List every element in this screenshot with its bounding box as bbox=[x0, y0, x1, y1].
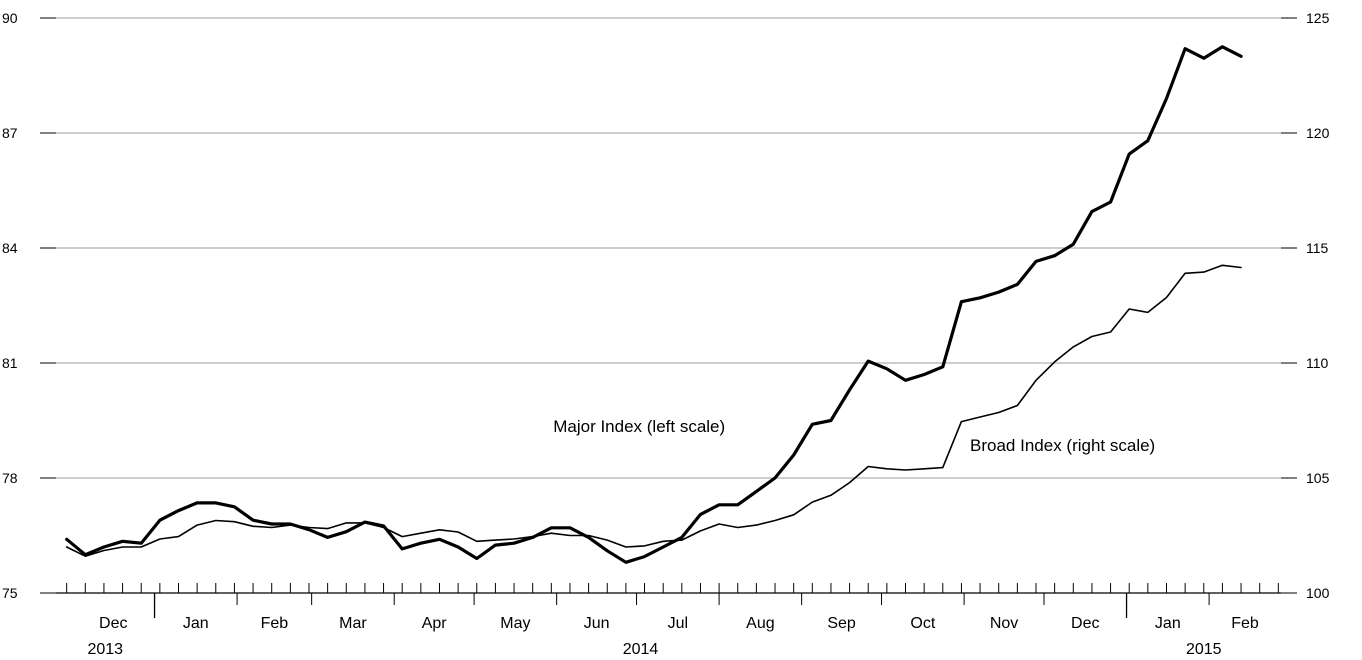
month-label: Jul bbox=[668, 615, 688, 632]
month-label: Aug bbox=[746, 615, 774, 632]
gridlines bbox=[56, 17, 1281, 479]
month-label: Oct bbox=[910, 615, 935, 632]
right-tick-label: 110 bbox=[1306, 355, 1329, 371]
right-tick-label: 100 bbox=[1306, 585, 1330, 601]
month-label: Apr bbox=[422, 615, 448, 632]
left-tick-label: 81 bbox=[2, 355, 18, 371]
month-label: Feb bbox=[261, 615, 289, 632]
month-label: Mar bbox=[339, 615, 367, 632]
month-label: Feb bbox=[1231, 615, 1259, 632]
month-label: Dec bbox=[99, 615, 127, 632]
right-axis: 100 105 110 115 120 125 bbox=[1281, 10, 1330, 601]
annotations: Major Index (left scale) Broad Index (rig… bbox=[553, 417, 1155, 455]
major-index-line bbox=[65, 45, 1243, 564]
left-axis: 75 78 81 84 87 90 bbox=[2, 10, 56, 601]
broad-index-line bbox=[65, 264, 1242, 557]
month-label: May bbox=[500, 615, 530, 632]
year-label: 2015 bbox=[1186, 641, 1222, 658]
year-label: 2013 bbox=[87, 641, 123, 658]
right-tick-label: 125 bbox=[1306, 10, 1330, 26]
x-axis: Dec Jan Feb Mar Apr May Jun Jul Aug Sep Oct Nov Dec J… bbox=[56, 583, 1281, 658]
left-tick-label: 87 bbox=[2, 125, 18, 141]
left-tick-label: 84 bbox=[2, 240, 18, 256]
broad-index-label: Broad Index (right scale) bbox=[970, 436, 1155, 455]
right-tick-label: 120 bbox=[1306, 125, 1330, 141]
left-tick-label: 75 bbox=[2, 585, 18, 601]
major-index-label: Major Index (left scale) bbox=[553, 417, 725, 436]
year-label: 2014 bbox=[623, 641, 659, 658]
left-tick-label: 78 bbox=[2, 470, 18, 486]
series-lines bbox=[65, 45, 1243, 564]
left-tick-label: 90 bbox=[2, 10, 18, 26]
month-label: Sep bbox=[827, 615, 856, 632]
month-label: Jun bbox=[584, 615, 610, 632]
right-tick-label: 115 bbox=[1306, 240, 1329, 256]
right-tick-label: 105 bbox=[1306, 470, 1330, 486]
month-label: Dec bbox=[1071, 615, 1099, 632]
month-label: Jan bbox=[183, 615, 209, 632]
month-label: Nov bbox=[990, 615, 1018, 632]
month-label: Jan bbox=[1155, 615, 1181, 632]
